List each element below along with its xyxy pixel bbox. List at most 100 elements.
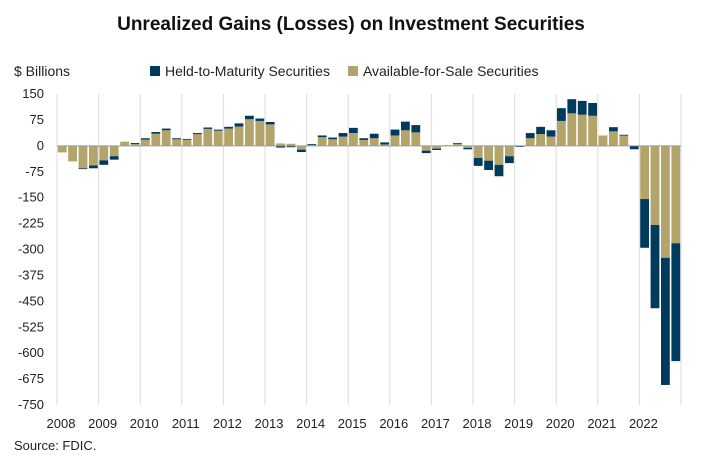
bar-afs <box>473 145 483 158</box>
bar-afs <box>99 145 109 161</box>
bar-htm <box>255 118 265 121</box>
bar-htm <box>213 129 223 131</box>
y-tick-label: 0 <box>37 138 44 153</box>
bar-htm <box>650 224 660 309</box>
bar-htm <box>193 133 202 135</box>
bar-afs <box>245 119 254 146</box>
bar-htm <box>473 157 483 166</box>
bar-htm <box>421 150 431 154</box>
x-tick-label: 2017 <box>421 416 450 431</box>
x-tick-label: 2021 <box>587 416 616 431</box>
y-tick-label: -150 <box>18 190 44 205</box>
bar-afs <box>224 128 233 146</box>
bar-afs <box>120 141 129 146</box>
bar-htm <box>338 133 348 137</box>
bar-afs <box>411 132 421 146</box>
bar-afs <box>567 113 577 146</box>
bar-htm <box>151 132 161 134</box>
bar-htm <box>567 99 577 114</box>
bar-afs <box>557 120 566 146</box>
bar-htm <box>182 138 192 140</box>
bar-htm <box>328 137 337 140</box>
bar-htm <box>557 108 566 121</box>
y-tick-label: -225 <box>18 216 44 231</box>
bar-htm <box>640 199 649 248</box>
bar-htm <box>494 164 504 177</box>
bar-afs <box>255 120 265 146</box>
bar-afs <box>338 136 348 146</box>
legend-label-afs: Available-for-Sale Securities <box>362 63 539 79</box>
bar-afs <box>286 143 296 146</box>
bar-afs <box>89 145 98 166</box>
y-tick-label: -600 <box>18 345 44 360</box>
bar-afs <box>141 139 150 146</box>
bar-afs <box>130 144 140 146</box>
x-tick-label: 2016 <box>379 416 408 431</box>
bar-htm <box>577 100 587 115</box>
bar-afs <box>328 139 337 146</box>
legend-item-htm: Held-to-Maturity Securities <box>150 63 330 79</box>
bar-htm <box>505 156 514 164</box>
x-tick-label: 2009 <box>88 416 117 431</box>
x-tick-label: 2013 <box>255 416 284 431</box>
bar-afs <box>619 135 629 146</box>
bar-htm <box>525 133 535 139</box>
y-tick-label: -750 <box>18 397 44 412</box>
x-tick-label: 2014 <box>296 416 325 431</box>
bar-htm <box>234 123 244 127</box>
bar-htm <box>99 160 109 165</box>
y-tick-label: -525 <box>18 319 44 334</box>
bar-afs <box>650 145 660 225</box>
bar-htm <box>629 145 639 150</box>
bar-afs <box>234 126 244 146</box>
bar-afs <box>78 145 88 169</box>
bar-afs <box>265 124 275 146</box>
bar-afs <box>609 131 618 146</box>
bar-htm <box>536 126 545 135</box>
bar-htm <box>130 143 140 145</box>
legend-item-afs: Available-for-Sale Securities <box>347 63 539 79</box>
y-tick-label: -375 <box>18 267 44 282</box>
bar-htm <box>359 138 369 140</box>
bar-htm <box>141 138 150 140</box>
bar-afs <box>421 145 431 151</box>
bar-htm <box>161 128 171 131</box>
bar-htm <box>546 130 556 137</box>
x-tick-label: 2015 <box>338 416 367 431</box>
bar-htm <box>619 134 629 136</box>
x-tick-label: 2022 <box>629 416 658 431</box>
y-tick-label: -300 <box>18 242 44 257</box>
bar-htm <box>484 160 493 171</box>
bar-afs <box>380 144 389 146</box>
legend-swatch-htm <box>150 66 160 76</box>
bar-htm <box>411 125 421 133</box>
bar-afs <box>401 130 410 146</box>
x-tick-label: 2011 <box>172 416 200 431</box>
bar-htm <box>78 168 88 170</box>
bar-htm <box>588 102 597 116</box>
bar-htm <box>172 138 181 140</box>
y-axis-unit-label: $ Billions <box>14 63 71 79</box>
bar-htm <box>661 257 670 385</box>
bar-afs <box>598 135 608 146</box>
x-tick-label: 2020 <box>546 416 575 431</box>
bar-afs <box>588 115 597 146</box>
bar-afs <box>453 143 462 146</box>
bar-afs <box>317 137 327 146</box>
x-tick-label: 2012 <box>213 416 242 431</box>
bar-htm <box>297 149 306 153</box>
bar-htm <box>463 147 473 150</box>
y-tick-label: 75 <box>30 112 44 127</box>
bar-htm <box>109 156 119 160</box>
bar-htm <box>453 143 462 144</box>
bar-afs <box>494 145 504 165</box>
y-tick-label: -675 <box>18 371 44 386</box>
x-tick-label: 2019 <box>504 416 533 431</box>
chart-title: Unrealized Gains (Losses) on Investment … <box>117 14 585 35</box>
bar-afs <box>484 145 493 161</box>
bar-afs <box>151 133 161 146</box>
bar-afs <box>505 145 514 157</box>
bar-afs <box>203 128 213 146</box>
bar-htm <box>671 243 681 362</box>
